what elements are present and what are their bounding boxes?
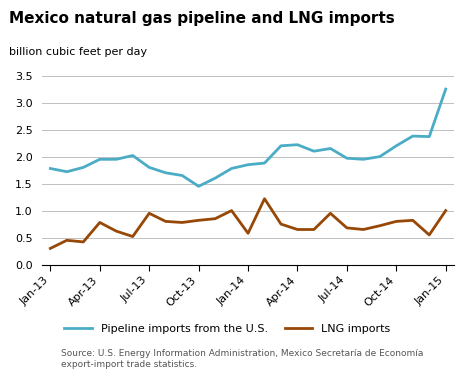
LNG imports [311,227,317,232]
Pipeline imports from the U.S. [48,166,53,171]
Pipeline imports from the U.S. [196,184,201,189]
LNG imports [295,227,300,232]
LNG imports [360,227,366,232]
Pipeline imports from the U.S. [360,157,366,161]
LNG imports [97,220,102,225]
Pipeline imports from the U.S. [311,149,317,153]
Pipeline imports from the U.S. [97,157,102,161]
Text: Source: U.S. Energy Information Administration, Mexico Secretaría de Economía
ex: Source: U.S. Energy Information Administ… [61,349,423,369]
Pipeline imports from the U.S. [245,163,251,167]
Pipeline imports from the U.S. [80,165,86,170]
Line: LNG imports: LNG imports [51,199,446,248]
LNG imports [229,208,234,213]
Text: Mexico natural gas pipeline and LNG imports: Mexico natural gas pipeline and LNG impo… [9,11,395,26]
LNG imports [426,232,432,237]
LNG imports [394,219,399,224]
LNG imports [278,222,284,226]
Pipeline imports from the U.S. [212,176,218,180]
Pipeline imports from the U.S. [262,161,267,165]
Pipeline imports from the U.S. [146,165,152,170]
Pipeline imports from the U.S. [328,146,333,151]
LNG imports [344,226,350,230]
Pipeline imports from the U.S. [278,144,284,148]
Pipeline imports from the U.S. [377,154,383,159]
LNG imports [163,219,168,224]
Pipeline imports from the U.S. [394,144,399,148]
Text: billion cubic feet per day: billion cubic feet per day [9,47,147,57]
Pipeline imports from the U.S. [443,87,448,91]
LNG imports [377,223,383,228]
LNG imports [113,229,119,233]
Pipeline imports from the U.S. [295,143,300,147]
LNG imports [179,220,185,225]
LNG imports [410,218,416,223]
Pipeline imports from the U.S. [410,134,416,138]
LNG imports [130,234,136,239]
Pipeline imports from the U.S. [64,169,70,174]
Pipeline imports from the U.S. [130,153,136,158]
LNG imports [443,208,448,213]
LNG imports [48,246,53,251]
LNG imports [328,211,333,215]
Pipeline imports from the U.S. [179,173,185,178]
LNG imports [80,240,86,244]
Line: Pipeline imports from the U.S.: Pipeline imports from the U.S. [51,89,446,186]
Pipeline imports from the U.S. [163,170,168,175]
Pipeline imports from the U.S. [426,134,432,139]
Pipeline imports from the U.S. [229,166,234,171]
LNG imports [212,217,218,221]
LNG imports [196,218,201,223]
LNG imports [146,211,152,215]
LNG imports [245,231,251,235]
Pipeline imports from the U.S. [113,157,119,161]
LNG imports [262,197,267,201]
LNG imports [64,238,70,243]
Pipeline imports from the U.S. [344,156,350,161]
Legend: Pipeline imports from the U.S., LNG imports: Pipeline imports from the U.S., LNG impo… [60,319,395,338]
